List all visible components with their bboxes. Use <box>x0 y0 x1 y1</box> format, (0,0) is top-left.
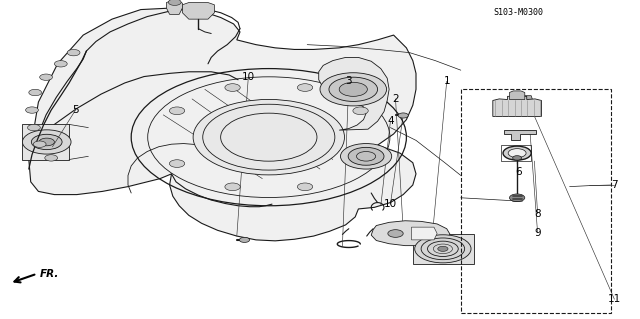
Circle shape <box>239 237 250 242</box>
Circle shape <box>26 107 38 113</box>
Circle shape <box>415 235 471 263</box>
Circle shape <box>353 107 368 115</box>
Circle shape <box>54 61 67 67</box>
Text: 10: 10 <box>242 72 255 82</box>
Circle shape <box>40 74 52 80</box>
Text: 2: 2 <box>392 94 399 104</box>
Circle shape <box>508 149 526 158</box>
Polygon shape <box>517 96 532 103</box>
Text: 1: 1 <box>444 76 450 86</box>
Circle shape <box>398 113 408 118</box>
Text: 3: 3 <box>346 76 352 86</box>
Circle shape <box>503 146 531 160</box>
Text: 10: 10 <box>384 199 397 209</box>
Text: 11: 11 <box>608 294 621 304</box>
Circle shape <box>28 124 40 131</box>
Polygon shape <box>22 124 69 160</box>
Polygon shape <box>371 221 450 246</box>
Circle shape <box>39 138 54 146</box>
Circle shape <box>438 246 448 251</box>
Polygon shape <box>29 8 416 241</box>
Text: 7: 7 <box>611 180 618 190</box>
Polygon shape <box>504 130 536 140</box>
Polygon shape <box>413 234 474 264</box>
Circle shape <box>298 183 313 191</box>
Circle shape <box>22 130 71 154</box>
Circle shape <box>320 73 387 106</box>
Circle shape <box>45 155 58 161</box>
Text: 5: 5 <box>72 105 79 115</box>
Circle shape <box>298 84 313 91</box>
Circle shape <box>225 183 240 191</box>
Text: S103-M0300: S103-M0300 <box>493 8 543 17</box>
Text: 9: 9 <box>534 228 541 238</box>
Circle shape <box>170 160 185 167</box>
Circle shape <box>353 160 368 167</box>
Polygon shape <box>319 57 389 130</box>
Circle shape <box>339 82 367 96</box>
Circle shape <box>329 77 378 101</box>
Text: 4: 4 <box>387 116 394 126</box>
Circle shape <box>29 89 42 96</box>
Circle shape <box>340 144 392 169</box>
Circle shape <box>513 156 522 160</box>
Bar <box>461 89 611 313</box>
Circle shape <box>67 49 80 56</box>
Polygon shape <box>166 1 182 14</box>
Circle shape <box>509 194 525 202</box>
Text: FR.: FR. <box>40 269 59 279</box>
Polygon shape <box>182 3 214 19</box>
Text: 6: 6 <box>515 167 522 177</box>
Circle shape <box>31 134 62 150</box>
Circle shape <box>348 147 384 165</box>
Text: 8: 8 <box>534 209 541 219</box>
Circle shape <box>388 230 403 237</box>
Polygon shape <box>509 91 525 100</box>
Circle shape <box>168 0 181 5</box>
Polygon shape <box>412 227 437 240</box>
Polygon shape <box>493 96 541 116</box>
Circle shape <box>193 100 344 175</box>
Circle shape <box>33 141 46 147</box>
Circle shape <box>225 84 240 91</box>
Circle shape <box>170 107 185 115</box>
